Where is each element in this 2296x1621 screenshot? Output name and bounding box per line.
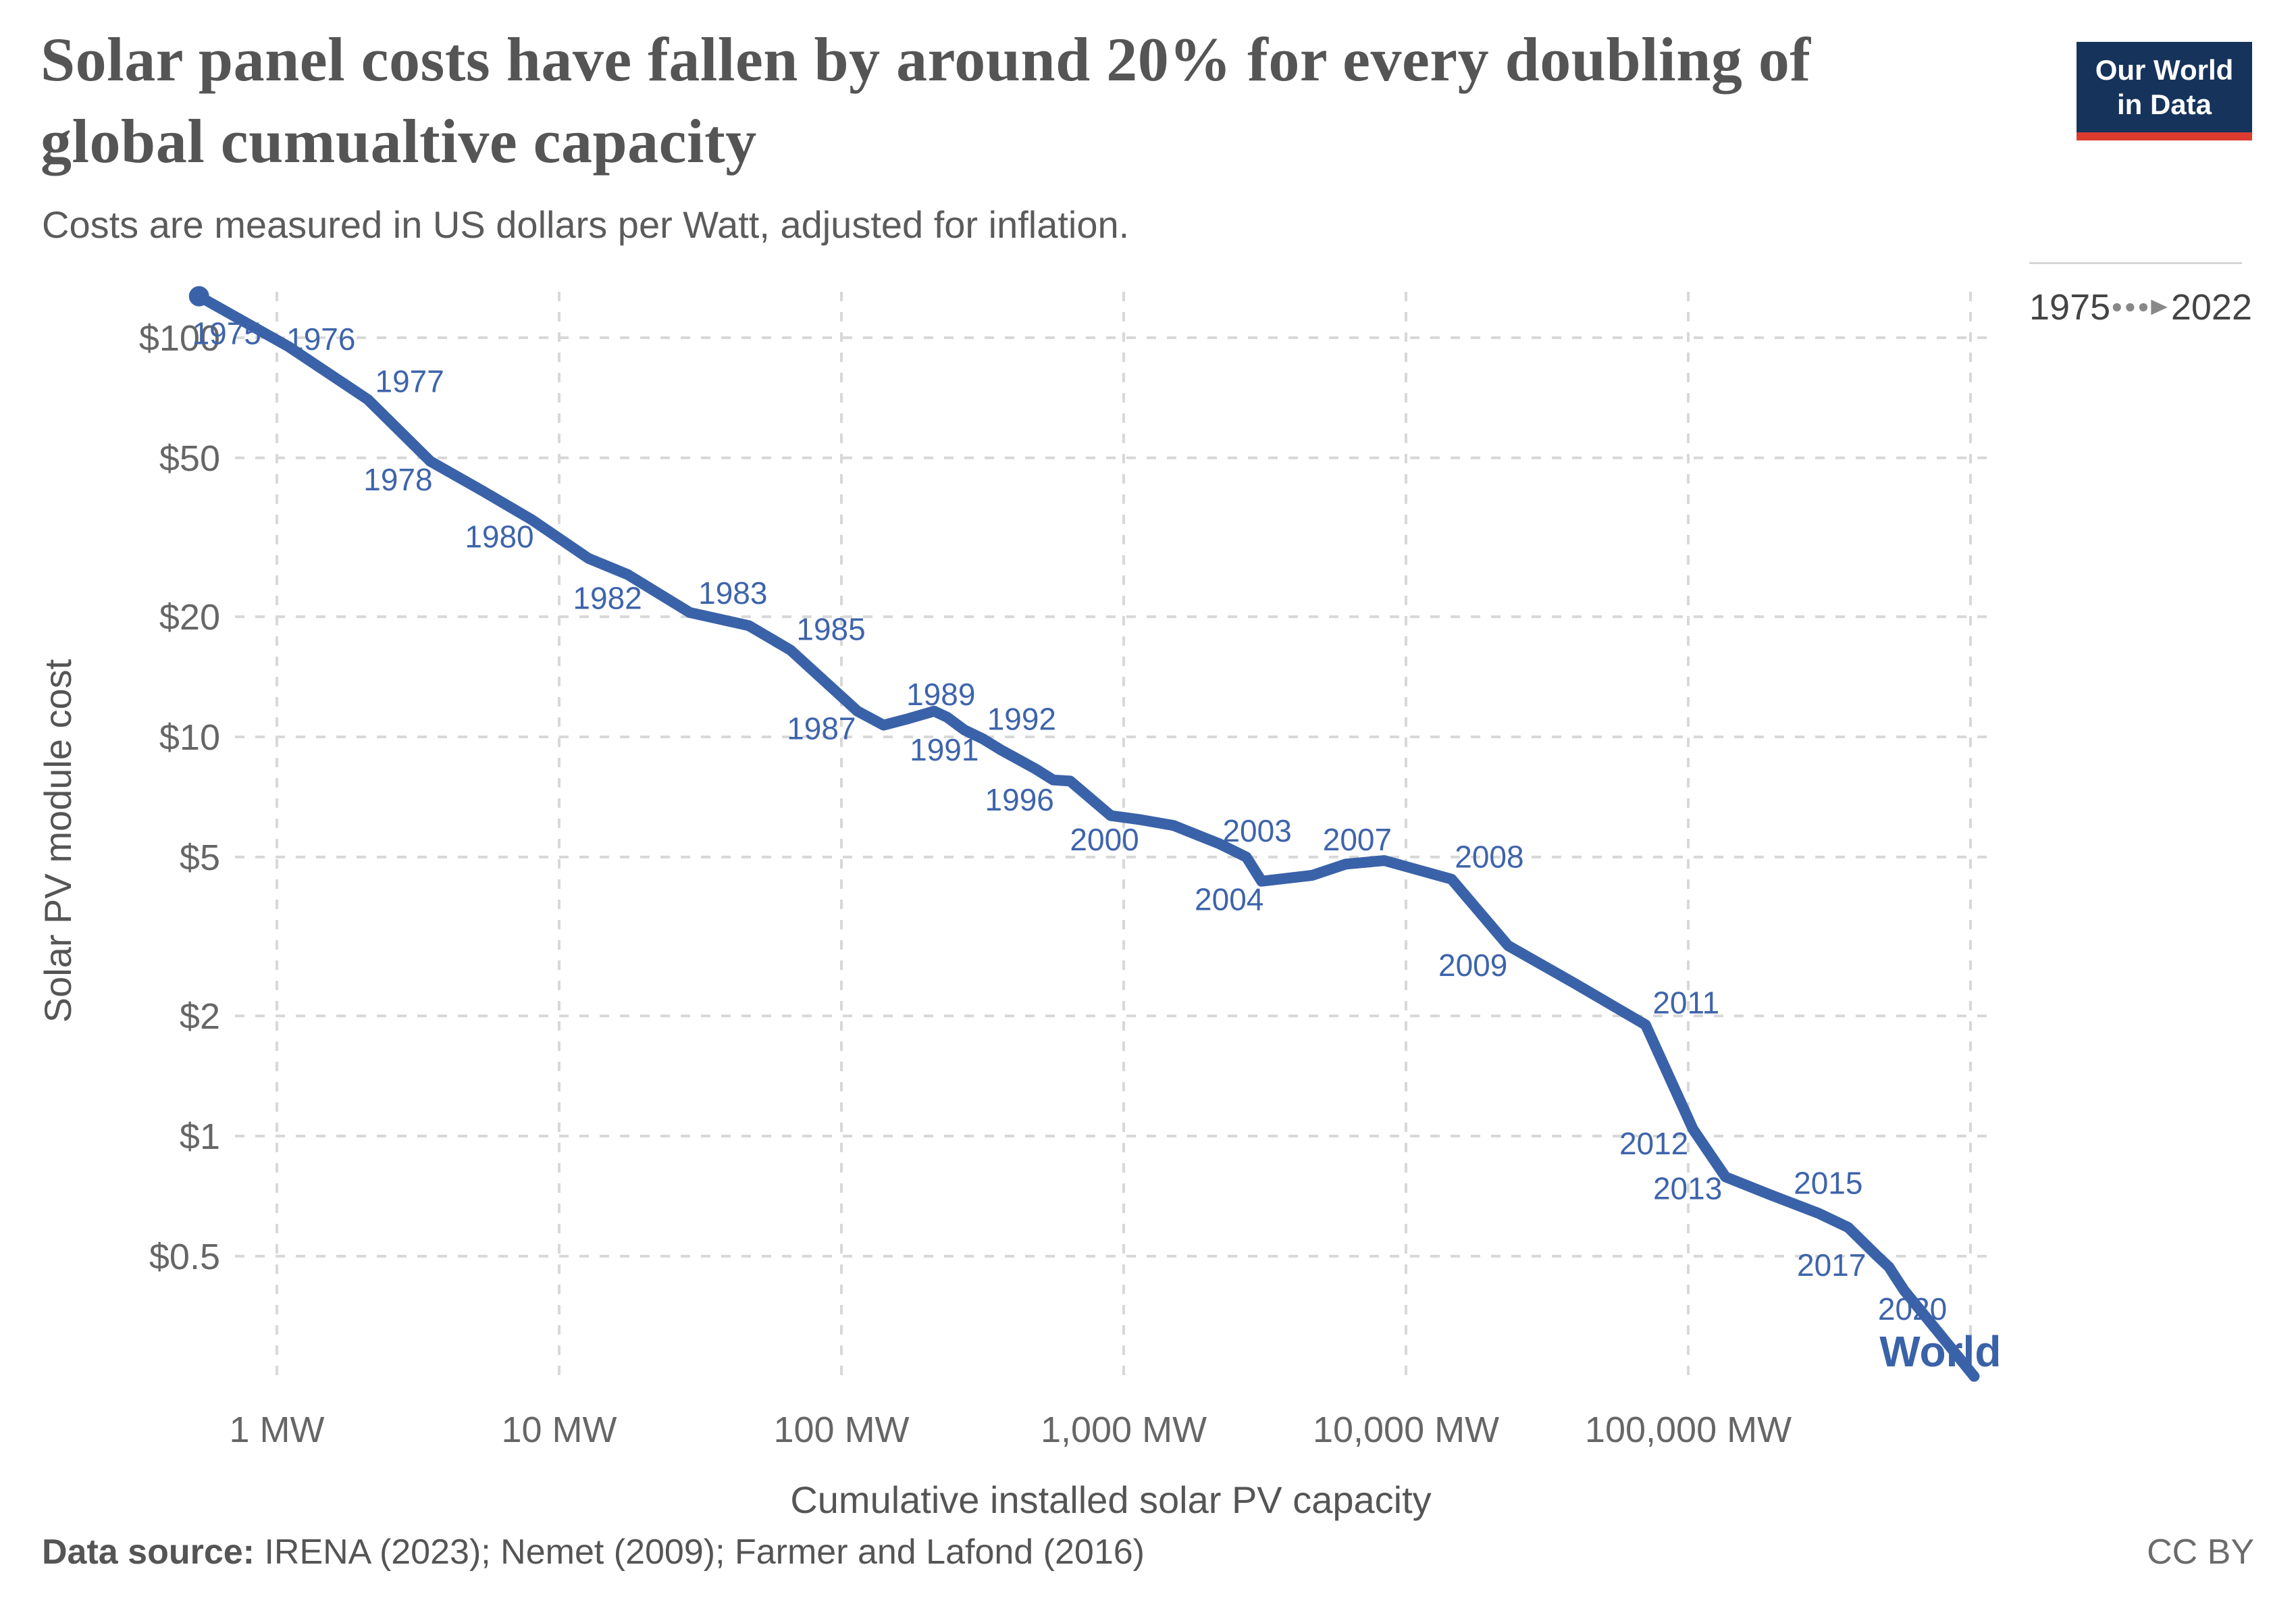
data-source-text: IRENA (2023); Nemet (2009); Farmer and L… <box>255 1533 1145 1572</box>
title-line-1: Solar panel costs have fallen by around … <box>41 25 1811 94</box>
year-label-2017: 2017 <box>1797 1247 1866 1283</box>
x-tick-label: 1,000 MW <box>1041 1410 1207 1450</box>
title-line-2: global cumualtive capacity <box>41 107 757 176</box>
year-label-2007: 2007 <box>1323 822 1392 857</box>
data-line-world <box>193 290 1980 1382</box>
page-subtitle: Costs are measured in US dollars per Wat… <box>42 203 1130 246</box>
year-label-2000: 2000 <box>1070 822 1139 857</box>
year-label-1989: 1989 <box>906 677 975 712</box>
year-label-1977: 1977 <box>375 364 444 399</box>
year-label-2011: 2011 <box>1652 985 1719 1020</box>
year-label-2008: 2008 <box>1455 840 1523 875</box>
year-label-2020: 2020 <box>1878 1291 1947 1327</box>
timeline-start-year[interactable]: 1975 <box>2029 287 2111 328</box>
y-tick-label: $20 <box>159 597 220 638</box>
year-label-1985: 1985 <box>796 611 865 646</box>
year-label-1982: 1982 <box>573 581 642 616</box>
year-label-2009: 2009 <box>1438 948 1507 983</box>
license-badge[interactable]: CC BY <box>2147 1533 2254 1572</box>
y-tick-label: $50 <box>159 438 220 479</box>
year-label-2015: 2015 <box>1794 1166 1862 1201</box>
series-start-dot <box>188 286 209 307</box>
owid-logo[interactable]: Our World in Data <box>2077 42 2252 140</box>
year-label-1980: 1980 <box>465 519 533 554</box>
timeline-end-year[interactable]: 2022 <box>2170 287 2252 328</box>
year-label-2013: 2013 <box>1653 1171 1722 1206</box>
year-label-1975: 1975 <box>192 316 261 351</box>
timeline-control[interactable]: 1975 2022 <box>2029 284 2252 331</box>
y-axis-title: Solar PV module cost <box>36 659 79 1023</box>
data-source-label: Data source: <box>42 1533 255 1572</box>
year-label-1991: 1991 <box>910 732 979 767</box>
footer: Data source: IRENA (2023); Nemet (2009);… <box>42 1532 2254 1572</box>
year-label-1976: 1976 <box>286 321 355 357</box>
header-divider <box>2029 262 2242 264</box>
y-tick-label: $100 <box>139 318 220 359</box>
x-tick-label: 10,000 MW <box>1313 1410 1499 1450</box>
year-label-1992: 1992 <box>987 702 1056 737</box>
owid-logo-box: Our World in Data <box>2077 42 2252 132</box>
x-axis-title: Cumulative installed solar PV capacity <box>790 1478 1431 1521</box>
y-tick-label: $0.5 <box>149 1237 220 1277</box>
page-title: Solar panel costs have fallen by around … <box>41 19 2066 183</box>
year-label-1987: 1987 <box>787 711 856 746</box>
x-tick-label: 10 MW <box>501 1410 617 1450</box>
y-tick-label: $2 <box>180 996 220 1037</box>
owid-logo-text-line2: in Data <box>2116 88 2212 120</box>
x-tick-label: 1 MW <box>230 1410 325 1450</box>
data-source: Data source: IRENA (2023); Nemet (2009);… <box>42 1532 1145 1572</box>
timeline-arrow-icon <box>2112 299 2168 315</box>
owid-logo-red-bar <box>2077 132 2252 140</box>
x-tick-label: 100 MW <box>773 1410 909 1450</box>
owid-logo-text-line1: Our World <box>2095 53 2234 86</box>
x-tick-label: 100,000 MW <box>1585 1410 1792 1450</box>
year-label-2012: 2012 <box>1619 1126 1688 1161</box>
y-tick-label: $1 <box>180 1116 220 1157</box>
year-label-1983: 1983 <box>698 575 767 611</box>
year-label-2004: 2004 <box>1195 882 1263 917</box>
year-label-2003: 2003 <box>1222 813 1291 848</box>
year-label-1978: 1978 <box>363 462 432 497</box>
y-tick-label: $10 <box>159 717 220 758</box>
year-label-1996: 1996 <box>985 782 1054 817</box>
y-tick-label: $5 <box>180 838 220 878</box>
world-series-label: World <box>1879 1327 2001 1376</box>
